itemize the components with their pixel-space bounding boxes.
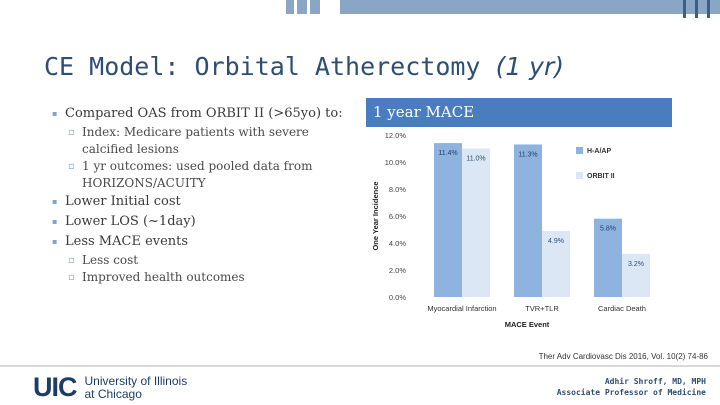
bullet-compared: Compared OAS from ORBIT II (>65yo) to: xyxy=(52,104,352,123)
x-axis-label: MACE Event xyxy=(505,320,550,329)
chart-panel: 1 year MACE 0.0% 2.0% 4.0% 6.0% 8.0% 10.0% 12.… xyxy=(366,98,672,342)
slide-title-main: CE Model: Orbital Atherectomy xyxy=(44,52,481,81)
bullet-list: Compared OAS from ORBIT II (>65yo) to: I… xyxy=(52,104,352,286)
y-tick-label: 4.0% xyxy=(389,239,406,248)
bar xyxy=(462,148,490,297)
bar-data-label: 11.4% xyxy=(438,150,457,157)
uic-logo: UIC University of Illinois at Chicago xyxy=(33,372,187,403)
author-block: Adhir Shroff, MD, MPH Associate Professo… xyxy=(557,376,706,398)
bar xyxy=(434,143,462,297)
citation: Ther Adv Cardiovasc Dis 2016, Vol. 10(2)… xyxy=(538,352,708,361)
y-tick-label: 2.0% xyxy=(389,266,406,275)
bullet-los: Lower LOS (~1day) xyxy=(52,212,352,231)
author-name: Adhir Shroff, MD, MPH xyxy=(604,377,706,386)
legend-swatch xyxy=(576,172,583,179)
slide-title-italic: (1 yr) xyxy=(495,52,564,81)
footer-divider xyxy=(0,365,720,367)
mace-bar-chart: 0.0% 2.0% 4.0% 6.0% 8.0% 10.0% 12.0% One Year I… xyxy=(371,131,650,329)
x-tick-label: TVR+TLR xyxy=(525,304,559,313)
sub-bullet-outcomes: 1 yr outcomes: used pooled data from HOR… xyxy=(52,158,352,192)
bar xyxy=(514,144,542,297)
legend-swatch xyxy=(576,147,583,154)
header-stripes xyxy=(0,0,720,18)
y-axis-label: One Year Incidence xyxy=(371,181,380,250)
uic-logo-mark: UIC xyxy=(33,372,77,402)
author-title: Associate Professor of Medicine xyxy=(556,388,706,397)
bar-data-label: 3.2% xyxy=(628,261,644,268)
uic-logo-line1: University of Illinois xyxy=(84,373,188,388)
slide-title: CE Model: Orbital Atherectomy (1 yr) xyxy=(44,52,564,81)
sub-bullet-outcomes-line1: 1 yr outcomes: used pooled data from xyxy=(82,159,313,173)
sub-bullet-index-line2: calcified lesions xyxy=(82,142,179,156)
bar-data-label: 5.8% xyxy=(600,226,616,233)
uic-logo-text: University of Illinois at Chicago xyxy=(84,373,188,401)
sub-bullet-health: Improved health outcomes xyxy=(52,269,352,286)
bar-data-label: 11.0% xyxy=(466,156,485,163)
chart-header: 1 year MACE xyxy=(366,98,672,127)
bar-data-label: 4.9% xyxy=(548,238,564,245)
y-tick-label: 8.0% xyxy=(389,185,406,194)
sub-bullet-index: Index: Medicare patients with severe cal… xyxy=(52,124,352,158)
bullet-mace: Less MACE events xyxy=(52,232,352,251)
y-tick-label: 10.0% xyxy=(385,158,407,167)
sub-bullet-outcomes-line2: HORIZONS/ACUITY xyxy=(82,176,206,190)
bar xyxy=(594,218,622,297)
bar xyxy=(622,253,650,297)
y-tick-label: 6.0% xyxy=(389,212,406,221)
legend-entry: ORBIT II xyxy=(587,173,615,180)
bar-data-label: 11.3% xyxy=(518,151,537,158)
sub-bullet-index-line1: Index: Medicare patients with severe xyxy=(82,125,309,139)
y-tick-label: 12.0% xyxy=(385,131,407,140)
bullet-initial-cost: Lower Initial cost xyxy=(52,192,352,211)
y-tick-label: 0.0% xyxy=(389,293,406,302)
legend-entry: H-A/AP xyxy=(587,148,611,155)
x-tick-label: Cardiac Death xyxy=(598,304,646,313)
chart-header-title: 1 year MACE xyxy=(373,103,475,121)
x-tick-label: Myocardial Infarction xyxy=(427,304,496,313)
sub-bullet-less-cost: Less cost xyxy=(52,252,352,269)
uic-logo-line2: at Chicago xyxy=(84,386,142,401)
bar xyxy=(542,230,570,297)
